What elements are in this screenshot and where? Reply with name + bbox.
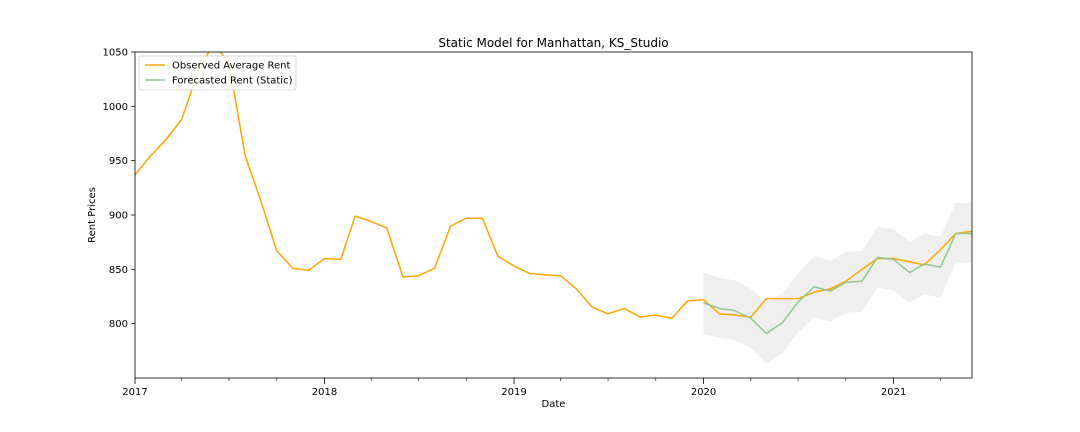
chart-title: Static Model for Manhattan, KS_Studio (438, 36, 668, 50)
legend-label-forecast: Forecasted Rent (Static) (172, 76, 293, 87)
legend-label-observed: Observed Average Rent (172, 61, 291, 72)
x-tick-label: 2020 (691, 387, 716, 398)
x-axis-ticks: 2017 2018 2019 2020 2021 (122, 378, 941, 398)
y-tick-label: 1000 (103, 102, 128, 113)
y-tick-label: 1050 (103, 48, 128, 59)
series-line-observed (135, 52, 972, 319)
legend: Observed Average Rent Forecasted Rent (S… (138, 55, 297, 91)
y-tick-label: 800 (109, 319, 128, 330)
y-tick-label: 950 (109, 156, 128, 167)
x-tick-label: 2021 (881, 387, 906, 398)
x-tick-label: 2017 (122, 387, 147, 398)
x-tick-label: 2018 (312, 387, 337, 398)
x-tick-label: 2019 (501, 387, 526, 398)
series-line-forecast (703, 232, 972, 335)
series-observed (135, 52, 972, 319)
y-axis-label: Rent Prices (87, 187, 98, 243)
y-tick-label: 900 (109, 211, 128, 222)
plot-frame (134, 51, 973, 379)
y-axis-ticks: 800 850 900 950 1000 1050 (103, 48, 135, 330)
y-tick-label: 850 (109, 265, 128, 276)
confidence-band (703, 203, 972, 364)
legend-box (138, 55, 297, 91)
confidence-band-layer (703, 203, 972, 364)
x-axis-label: Date (542, 399, 566, 410)
